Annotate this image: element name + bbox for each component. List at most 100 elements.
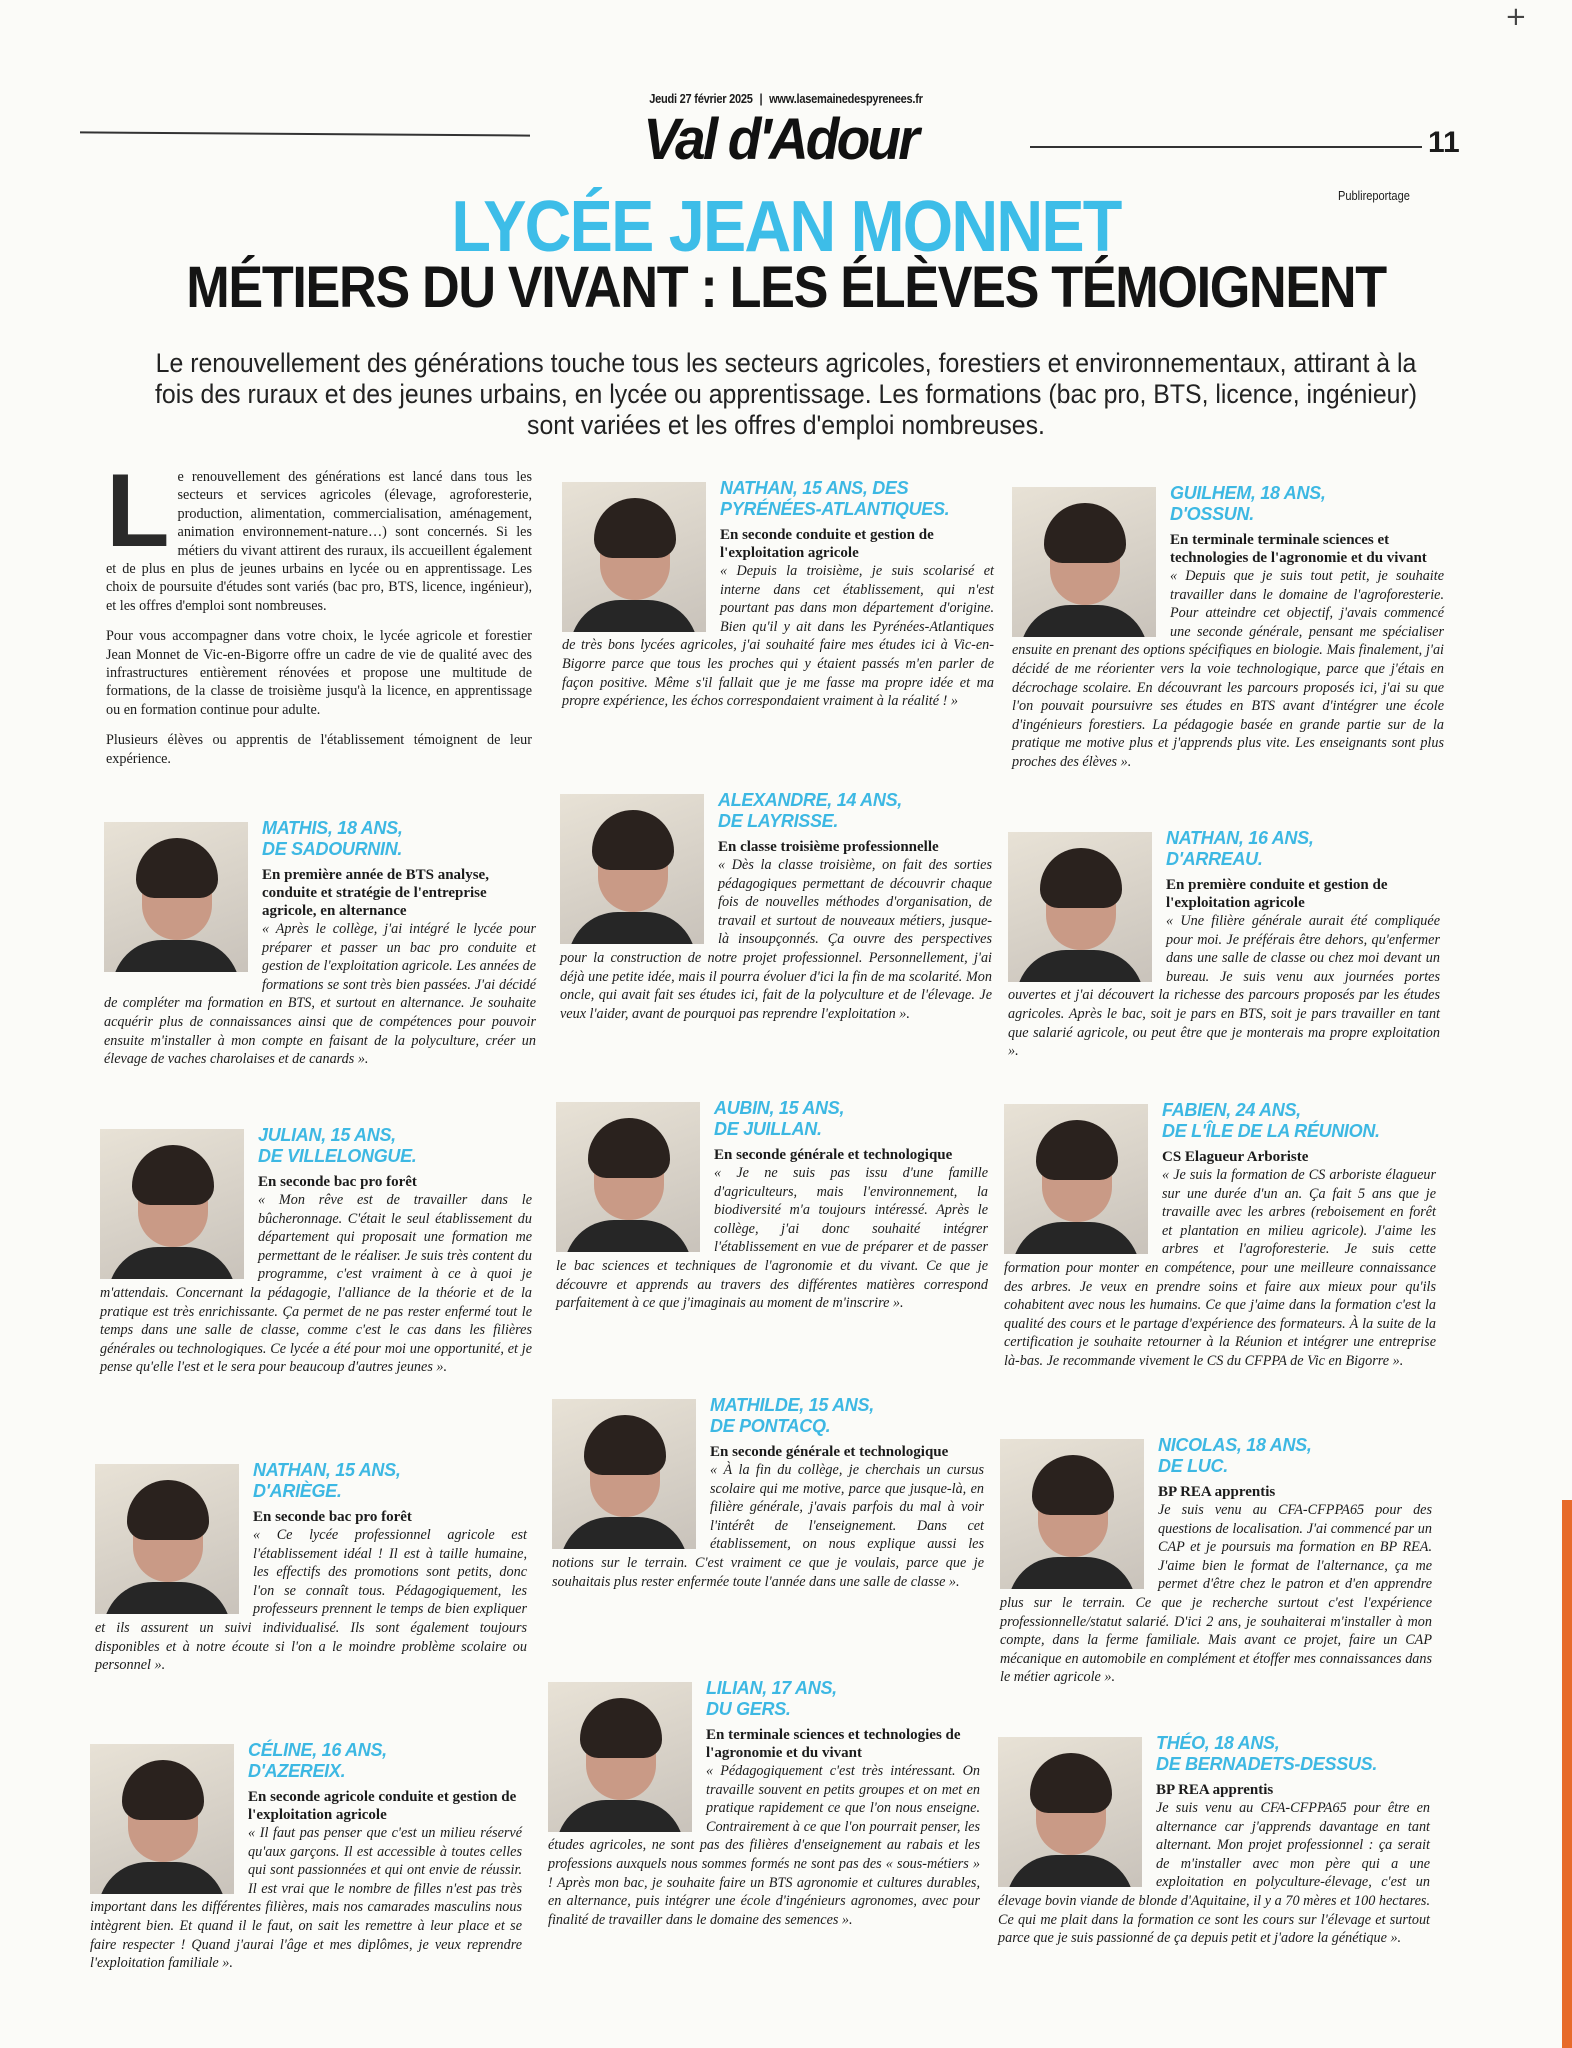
photo-hair <box>127 1480 209 1540</box>
website-link[interactable]: www.lasemainedespyrenees.fr <box>769 91 923 106</box>
photo-shoulders <box>570 600 698 632</box>
student-name-age: THÉO, 18 ANS, <box>1156 1733 1280 1753</box>
student-name: NATHAN, 15 ANS, D'ARIÈGE. <box>95 1460 527 1502</box>
student-program: BP REA apprentis <box>1158 1484 1276 1500</box>
testimonial: LILIAN, 17 ANS, DU GERS. En terminale scie… <box>548 1678 980 1929</box>
student-name-age: CÉLINE, 16 ANS, <box>248 1740 387 1760</box>
student-origin: DE LUC. <box>1158 1456 1228 1476</box>
testimonial: NATHAN, 15 ANS, DES PYRÉNÉES-ATLANTIQUES.… <box>562 478 994 711</box>
testimonial: FABIEN, 24 ANS, DE L'ÎLE DE LA RÉUNION. CS… <box>1004 1100 1436 1371</box>
student-program: CS Elagueur Arboriste <box>1162 1149 1309 1165</box>
article-headline: MÉTIERS DU VIVANT : LES ÉLÈVES TÉMOIGNEN… <box>186 255 1387 320</box>
student-name: NATHAN, 15 ANS, DES PYRÉNÉES-ATLANTIQUES. <box>562 478 994 520</box>
student-quote: « Dès la classe troisième, on fait des s… <box>560 857 992 1022</box>
student-name: THÉO, 18 ANS, DE BERNADETS-DESSUS. <box>998 1733 1430 1775</box>
intro-text: e renouvellement des générations est lan… <box>106 469 532 614</box>
photo-shoulders <box>568 912 696 944</box>
photo-shoulders <box>1008 1557 1136 1589</box>
student-photo <box>562 482 706 632</box>
photo-hair <box>132 1145 214 1205</box>
student-name: JULIAN, 15 ANS, DE VILLELONGUE. <box>100 1125 532 1167</box>
testimonial: MATHIS, 18 ANS, DE SADOURNIN. En première … <box>104 818 536 1069</box>
student-program: En seconde agricole conduite et gestion … <box>248 1789 517 1823</box>
publireportage-label: Publireportage <box>1338 188 1410 203</box>
testimonial: NICOLAS, 18 ANS, DE LUC. BP REA apprentis J… <box>1000 1435 1432 1687</box>
student-photo <box>560 794 704 944</box>
masthead-rule-left <box>79 131 531 137</box>
student-photo <box>998 1737 1142 1887</box>
photo-shoulders <box>556 1800 684 1832</box>
student-photo <box>548 1682 692 1832</box>
drop-cap: L <box>106 453 170 569</box>
student-name-age: LILIAN, 17 ANS, <box>706 1678 837 1698</box>
student-photo <box>100 1129 244 1279</box>
photo-hair <box>136 838 218 898</box>
dateline: Jeudi 27 février 2025 | www.lasemainedespy… <box>118 91 1454 106</box>
photo-shoulders <box>108 1247 236 1279</box>
student-quote: « Pédagogiquement c'est très intéressant… <box>548 1763 980 1928</box>
student-origin: PYRÉNÉES-ATLANTIQUES. <box>720 499 950 519</box>
student-name-age: NATHAN, 15 ANS, DES <box>720 478 909 498</box>
student-program: En seconde bac pro forêt <box>253 1509 412 1525</box>
testimonial: GUILHEM, 18 ANS, D'OSSUN. En terminale ter… <box>1012 483 1444 772</box>
student-program: En première année de BTS analyse, condui… <box>262 867 489 919</box>
intro-paragraph-3: Plusieurs élèves ou apprentis de l'établ… <box>106 732 532 767</box>
photo-hair <box>1044 503 1126 563</box>
testimonial: MATHILDE, 15 ANS, DE PONTACQ. En seconde g… <box>552 1395 984 1591</box>
student-origin: D'AZEREIX. <box>248 1761 346 1781</box>
student-origin: DE L'ÎLE DE LA RÉUNION. <box>1162 1121 1380 1141</box>
testimonial: NATHAN, 15 ANS, D'ARIÈGE. En seconde bac p… <box>95 1460 527 1675</box>
photo-hair <box>1040 848 1122 908</box>
student-name: ALEXANDRE, 14 ANS, DE LAYRISSE. <box>560 790 992 832</box>
student-quote: « Je suis la formation de CS arboriste é… <box>1004 1167 1436 1369</box>
student-origin: DE BERNADETS-DESSUS. <box>1156 1754 1378 1774</box>
photo-hair <box>580 1698 662 1758</box>
student-origin: DE VILLELONGUE. <box>258 1146 417 1166</box>
student-photo <box>556 1102 700 1252</box>
testimonial: ALEXANDRE, 14 ANS, DE LAYRISSE. En classe … <box>560 790 992 1023</box>
photo-shoulders <box>1016 950 1144 982</box>
student-origin: D'ARIÈGE. <box>253 1481 342 1501</box>
student-photo <box>1008 832 1152 982</box>
student-program: En terminale sciences et technologies de… <box>706 1727 961 1761</box>
photo-hair <box>1030 1753 1112 1813</box>
photo-shoulders <box>1020 605 1148 637</box>
separator: | <box>759 91 763 106</box>
student-quote: « Ce lycée professionnel agricole est l'… <box>95 1527 527 1674</box>
photo-shoulders <box>1012 1222 1140 1254</box>
student-photo <box>95 1464 239 1614</box>
student-origin: D'ARREAU. <box>1166 849 1263 869</box>
student-program: En seconde générale et technologique <box>714 1147 953 1163</box>
student-origin: DE PONTACQ. <box>710 1416 831 1436</box>
testimonial: AUBIN, 15 ANS, DE JUILLAN. En seconde géné… <box>556 1098 988 1313</box>
testimonial: JULIAN, 15 ANS, DE VILLELONGUE. En seconde… <box>100 1125 532 1377</box>
article-lede: Le renouvellement des générations touche… <box>154 348 1418 440</box>
student-name-age: NATHAN, 16 ANS, <box>1166 828 1314 848</box>
student-name-age: JULIAN, 15 ANS, <box>258 1125 396 1145</box>
photo-shoulders <box>564 1220 692 1252</box>
student-quote: « Depuis que je suis tout petit, je souh… <box>1012 568 1444 770</box>
student-quote: « Une filière générale aurait été compli… <box>1008 913 1440 1060</box>
photo-hair <box>1036 1120 1118 1180</box>
student-name: CÉLINE, 16 ANS, D'AZEREIX. <box>90 1740 522 1782</box>
testimonial: CÉLINE, 16 ANS, D'AZEREIX. En seconde agri… <box>90 1740 522 1973</box>
student-name: FABIEN, 24 ANS, DE L'ÎLE DE LA RÉUNION. <box>1004 1100 1436 1142</box>
photo-hair <box>588 1118 670 1178</box>
student-name: AUBIN, 15 ANS, DE JUILLAN. <box>556 1098 988 1140</box>
page-number: 11 <box>1428 126 1460 159</box>
student-program: En première conduite et gestion de l'exp… <box>1166 877 1388 911</box>
student-name-age: FABIEN, 24 ANS, <box>1162 1100 1301 1120</box>
student-quote: « À la fin du collège, je cherchais un c… <box>552 1462 984 1590</box>
photo-hair <box>584 1415 666 1475</box>
student-name: NICOLAS, 18 ANS, DE LUC. <box>1000 1435 1432 1477</box>
student-name-age: GUILHEM, 18 ANS, <box>1170 483 1326 503</box>
student-program: En classe troisième professionnelle <box>718 839 939 855</box>
student-photo <box>1004 1104 1148 1254</box>
student-program: En seconde conduite et gestion de l'expl… <box>720 527 934 561</box>
student-name-age: NATHAN, 15 ANS, <box>253 1460 401 1480</box>
student-origin: DE SADOURNIN. <box>262 839 403 859</box>
student-quote: « Après le collège, j'ai intégré le lycé… <box>104 921 536 1068</box>
student-photo <box>90 1744 234 1894</box>
